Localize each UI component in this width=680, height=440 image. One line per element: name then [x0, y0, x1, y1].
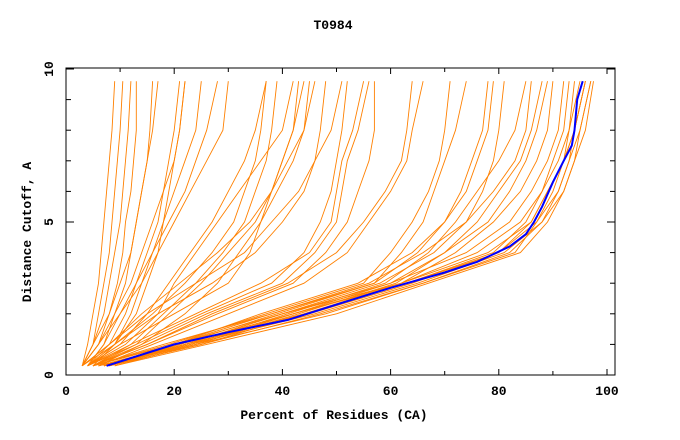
model-curve-16: [87, 81, 294, 367]
model-curve-24: [87, 81, 365, 367]
model-curve-1: [81, 81, 116, 366]
x-axis-label: Percent of Residues (CA): [240, 408, 427, 423]
model-curve-47: [109, 81, 575, 367]
model-curve-9: [81, 81, 229, 367]
model-curve-4: [87, 81, 159, 367]
model-curve-32: [103, 81, 543, 367]
model-curve-8: [87, 81, 218, 367]
model-curve-14: [81, 81, 267, 367]
model-curve-46: [114, 81, 592, 367]
x-tick-label: 0: [62, 384, 70, 399]
tick-layer: 0 20 40 60 80 100 0 5 10: [42, 61, 619, 399]
x-tick-label: 20: [166, 384, 182, 399]
chart-title: T0984: [313, 18, 352, 33]
model-curve-27: [98, 81, 424, 367]
highlight-curve: [106, 80, 584, 367]
model-curve-2: [81, 81, 132, 367]
model-curve-23: [92, 81, 370, 367]
model-curve-25: [92, 81, 375, 367]
model-curve-3: [81, 81, 137, 367]
y-axis-label: Distance Cutoff, A: [20, 162, 35, 303]
model-curve-38: [92, 81, 489, 367]
model-curve-28: [92, 81, 413, 367]
model-curve-39: [98, 81, 565, 367]
model-curve-34: [92, 81, 451, 367]
model-curve-37: [103, 81, 548, 367]
x-tick-label: 100: [595, 384, 619, 399]
model-curve-11: [81, 81, 124, 367]
model-curve-21: [87, 81, 327, 367]
model-curve-5: [81, 81, 186, 367]
plot-frame: [65, 67, 616, 376]
model-curve-20: [81, 81, 343, 367]
y-tick-label: 10: [42, 61, 57, 77]
y-tick-label: 5: [42, 218, 57, 226]
series-layer: [81, 80, 594, 367]
model-curve-12: [92, 81, 202, 367]
model-curve-6: [87, 81, 181, 367]
model-curve-26: [87, 81, 348, 367]
x-tick-label: 40: [275, 384, 291, 399]
model-curve-7: [81, 81, 154, 367]
model-curve-19: [87, 81, 300, 367]
x-tick-label: 60: [383, 384, 399, 399]
x-tick-label: 80: [491, 384, 507, 399]
model-curve-17: [81, 81, 316, 367]
model-curve-44: [103, 81, 581, 367]
y-tick-label: 0: [42, 371, 57, 379]
